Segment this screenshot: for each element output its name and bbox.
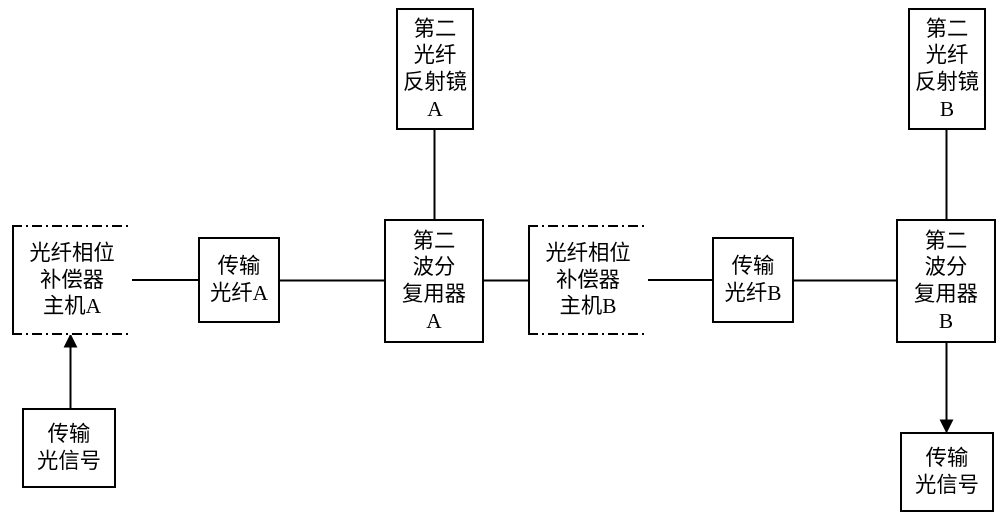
edges-layer xyxy=(0,0,1000,517)
node-signal-out: 传输 光信号 xyxy=(900,432,994,512)
node-host-a: 光纤相位 补偿器 主机A xyxy=(12,225,132,335)
node-fiber-a: 传输 光纤A xyxy=(198,237,280,323)
node-label: 传输 光纤B xyxy=(725,253,782,306)
node-label: 第二 波分 复用器 B xyxy=(914,228,978,335)
node-signal-in: 传输 光信号 xyxy=(22,408,116,488)
node-label: 传输 光信号 xyxy=(37,421,101,474)
node-mirror-b: 第二 光纤 反射镜 B xyxy=(908,8,986,130)
node-label: 传输 光纤A xyxy=(210,253,268,306)
node-mirror-a: 第二 光纤 反射镜 A xyxy=(396,8,474,130)
node-label: 光纤相位 补偿器 主机A xyxy=(29,240,114,320)
node-label: 第二 波分 复用器 A xyxy=(402,228,466,335)
node-host-b: 光纤相位 补偿器 主机B xyxy=(528,225,648,335)
node-label: 光纤相位 补偿器 主机B xyxy=(545,240,630,320)
node-wdm-a: 第二 波分 复用器 A xyxy=(384,219,484,343)
node-wdm-b: 第二 波分 复用器 B xyxy=(896,219,996,343)
node-label: 第二 光纤 反射镜 A xyxy=(403,16,467,123)
node-label: 传输 光信号 xyxy=(915,445,979,498)
node-label: 第二 光纤 反射镜 B xyxy=(915,16,979,123)
node-fiber-b: 传输 光纤B xyxy=(712,237,794,323)
